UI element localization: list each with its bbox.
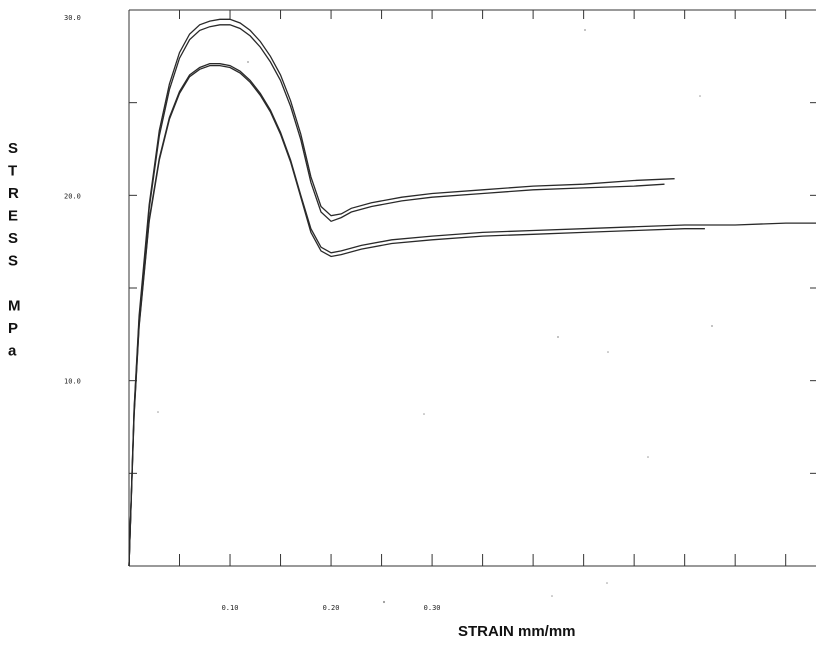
tick-labels: 10.0 20.0 30.0 0.10 0.20 0.30 <box>64 14 441 612</box>
y-axis-title-letter: E <box>8 208 18 225</box>
x-tick-label: 0.10 <box>222 604 239 612</box>
axis-ticks <box>129 10 816 566</box>
speck <box>647 456 649 458</box>
y-axis-title-letter: S <box>8 230 18 247</box>
speck <box>157 411 159 413</box>
speck <box>551 595 553 597</box>
x-tick-label: 0.20 <box>323 604 340 612</box>
y-tick-label: 30.0 <box>64 14 81 22</box>
speck <box>423 413 425 415</box>
y-tick-label: 10.0 <box>64 378 81 386</box>
speck <box>606 582 608 584</box>
y-axis-title-letter: S <box>8 140 18 157</box>
curves <box>128 18 816 567</box>
x-tick-label: 0.30 <box>424 604 441 612</box>
y-tick-label: 20.0 <box>64 192 81 200</box>
y-axis-title-letter: P <box>8 320 18 337</box>
x-axis-title: STRAIN mm/mm <box>458 623 576 640</box>
stress-strain-curve-1 <box>128 18 675 567</box>
y-axis-title-letter: M <box>8 298 21 315</box>
speck <box>557 336 559 338</box>
y-axis-title-letter: S <box>8 253 18 270</box>
y-axis-title-letter: R <box>8 185 19 202</box>
scan-specks <box>157 29 713 604</box>
speck <box>247 61 249 63</box>
stress-strain-curve-2 <box>128 24 665 567</box>
speck <box>699 95 701 97</box>
stress-strain-curve-4 <box>128 64 705 567</box>
speck <box>711 325 713 327</box>
stress-strain-curve-3 <box>128 63 816 567</box>
speck <box>607 351 609 353</box>
y-axis-title-letter: T <box>8 163 17 180</box>
plot-frame <box>128 9 816 567</box>
speck <box>584 29 586 31</box>
speck <box>382 600 386 604</box>
y-axis-title-letter: a <box>8 343 17 360</box>
